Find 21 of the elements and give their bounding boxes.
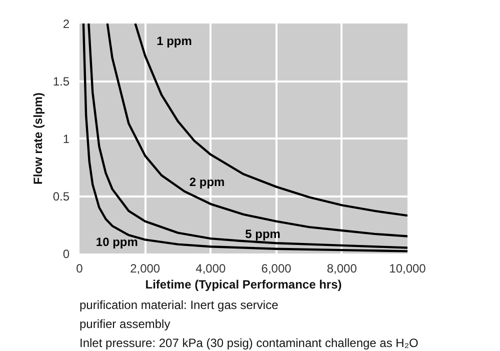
series-label: 2 ppm (189, 175, 225, 190)
series-label: 10 ppm (96, 235, 138, 249)
text: purifier assembly (80, 317, 170, 331)
y-tick-label: 0.5 (52, 190, 70, 204)
y-axis-title: Flow rate (slpm) (30, 92, 45, 185)
series-label: 1 ppm (156, 34, 192, 48)
series-label: 5 ppm (245, 226, 280, 241)
x-tick-label: 6,000 (261, 262, 292, 276)
x-tick-label: 10,000 (389, 262, 426, 276)
line-series (134, 24, 408, 217)
x-tick-label: 8,000 (326, 262, 358, 276)
y-tick-label: 1 (62, 132, 70, 146)
x-tick-label: 2,000 (130, 262, 160, 276)
x-axis-title: Lifetime (Typical Performance hrs) (145, 278, 342, 292)
y-tick-label: 2 (62, 17, 70, 31)
x-tick-label: 4,000 (196, 262, 226, 276)
text: Inlet pressure: 207 kPa (30 psig) contaminant challenge as H₂O (80, 336, 418, 350)
x-tick-label: 0 (76, 262, 84, 276)
y-tick-label: 0 (62, 247, 70, 261)
y-tick-label: 1.5 (52, 74, 70, 88)
text: purification material: Inert gas service (80, 298, 279, 312)
